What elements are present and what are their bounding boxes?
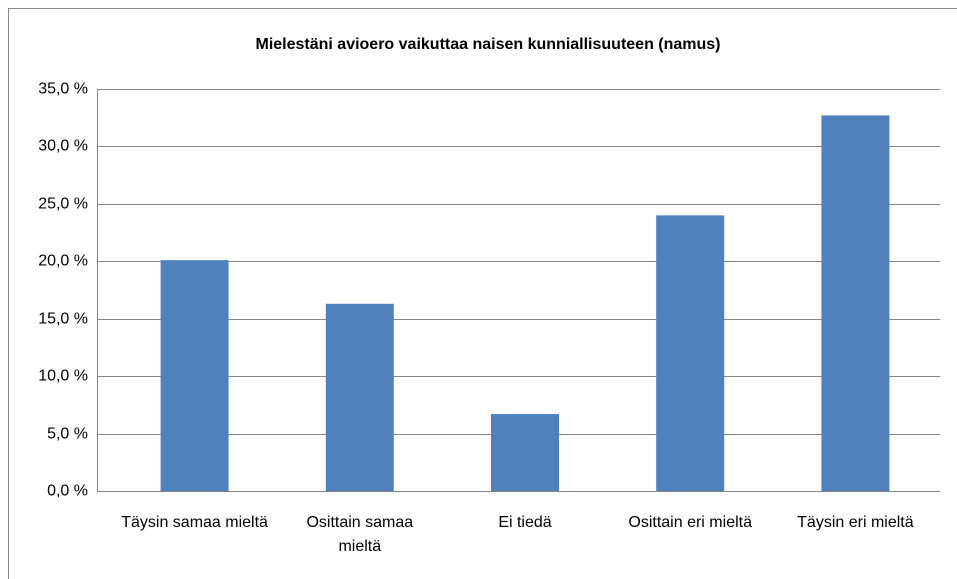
- y-tick-label: 25,0 %: [38, 196, 88, 213]
- bar: [491, 414, 559, 491]
- x-tick-label: Osittain samaa mieltä: [306, 514, 414, 555]
- chart-title: Mielestäni avioero vaikuttaa naisen kunn…: [255, 36, 720, 53]
- x-tick-label: Osittain eri mieltä: [628, 514, 752, 531]
- y-tick-label: 5,0 %: [47, 426, 88, 443]
- x-tick-label: Täysin samaa mieltä: [121, 514, 268, 531]
- bar: [821, 115, 890, 491]
- y-tick-label: 10,0 %: [38, 368, 88, 385]
- bar: [656, 215, 725, 492]
- x-tick-label: Täysin eri mieltä: [797, 514, 914, 531]
- y-tick-label: 30,0 %: [38, 138, 88, 155]
- y-tick-label: 20,0 %: [38, 253, 88, 270]
- x-tick-label: Ei tiedä: [498, 514, 552, 531]
- bar: [325, 303, 394, 491]
- y-tick-label: 0,0 %: [47, 483, 88, 500]
- chart-frame: [8, 8, 957, 579]
- y-tick-label: 35,0 %: [38, 81, 88, 98]
- bar: [160, 260, 229, 491]
- y-tick-label: 15,0 %: [38, 311, 88, 328]
